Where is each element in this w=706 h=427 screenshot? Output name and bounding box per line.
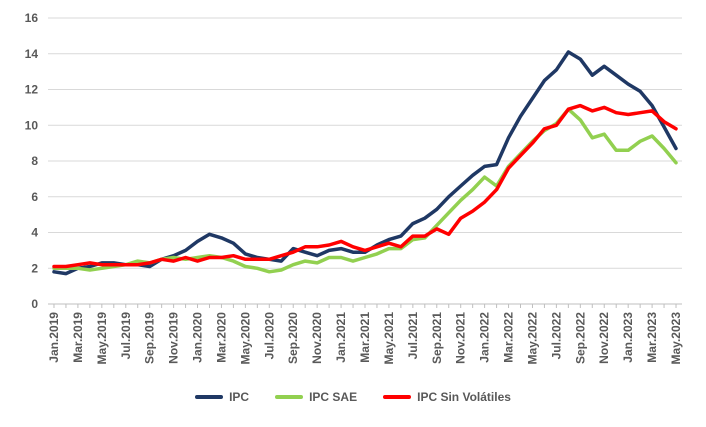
x-tick-label-mar-2019: Mar.2019 <box>71 312 85 363</box>
series-line-ipc-sae <box>52 107 678 274</box>
y-tick-label-10: 10 <box>25 118 39 132</box>
series-lines <box>52 50 678 276</box>
x-tick-label-mar-2020: Mar.2020 <box>214 312 228 363</box>
legend-item-ipc: IPC <box>195 390 249 404</box>
y-axis-tick-labels: 0 2 4 6 8 10 12 14 16 <box>25 11 39 311</box>
x-axis-tick-labels: Jan.2019 Mar.2019 May.2019 Jul.2019 Sep.2019… <box>47 304 683 364</box>
legend-label-ipc: IPC <box>229 390 250 404</box>
x-tick-label-jan-2022: Jan.2022 <box>478 312 492 363</box>
x-tick-label-nov-2022: Nov.2022 <box>597 312 611 364</box>
x-tick-label-may-2021: May.2021 <box>382 312 396 365</box>
x-tick-label-mar-2022: Mar.2022 <box>502 312 516 363</box>
x-tick-label-jan-2021: Jan.2021 <box>334 312 348 363</box>
x-tick-label-jan-2023: Jan.2023 <box>621 312 635 363</box>
series-line-ipc <box>52 50 678 276</box>
x-tick-label-mar-2021: Mar.2021 <box>358 312 372 363</box>
legend-label-ipc-sae: IPC SAE <box>309 390 358 404</box>
y-tick-label-4: 4 <box>31 226 38 240</box>
x-tick-label-may-2022: May.2022 <box>525 312 539 365</box>
x-tick-label-nov-2019: Nov.2019 <box>167 312 181 364</box>
x-tick-label-jan-2020: Jan.2020 <box>191 312 205 363</box>
y-tick-label-6: 6 <box>31 190 38 204</box>
y-tick-label-14: 14 <box>25 47 39 61</box>
legend-item-ipc-sin-volatiles: IPC Sin Volátiles <box>383 390 511 404</box>
y-tick-label-2: 2 <box>31 261 38 275</box>
x-tick-label-sep-2021: Sep.2021 <box>430 312 444 364</box>
x-tick-label-jul-2021: Jul.2021 <box>406 312 420 360</box>
y-tick-label-12: 12 <box>25 83 39 97</box>
x-tick-label-sep-2022: Sep.2022 <box>573 312 587 364</box>
legend: IPC IPC SAE IPC Sin Volátiles <box>0 390 706 404</box>
y-tick-label-0: 0 <box>31 297 38 311</box>
legend-item-ipc-sae: IPC SAE <box>275 390 357 404</box>
series-line-ipc-sin-volatiles <box>52 103 678 269</box>
y-tick-label-16: 16 <box>25 11 39 25</box>
x-tick-label-nov-2020: Nov.2020 <box>310 312 324 364</box>
legend-label-ipc-sin-volatiles: IPC Sin Volátiles <box>417 390 511 404</box>
x-tick-label-may-2023: May.2023 <box>669 312 683 365</box>
x-tick-label-sep-2019: Sep.2019 <box>143 312 157 364</box>
x-tick-label-mar-2023: Mar.2023 <box>645 312 659 363</box>
x-tick-label-jul-2020: Jul.2020 <box>262 312 276 360</box>
legend-swatch-ipc <box>195 395 224 399</box>
x-tick-label-jul-2019: Jul.2019 <box>119 312 133 360</box>
x-tick-label-nov-2021: Nov.2021 <box>454 312 468 364</box>
x-tick-label-jul-2022: Jul.2022 <box>549 312 563 360</box>
y-tick-label-8: 8 <box>31 154 38 168</box>
gridlines <box>48 17 682 305</box>
legend-swatch-ipc-sin-volatiles <box>383 395 412 399</box>
x-tick-label-may-2019: May.2019 <box>95 312 109 365</box>
x-tick-label-sep-2020: Sep.2020 <box>286 312 300 364</box>
legend-swatch-ipc-sae <box>275 395 304 399</box>
x-tick-label-may-2020: May.2020 <box>238 312 252 365</box>
x-tick-label-jan-2019: Jan.2019 <box>47 312 61 363</box>
